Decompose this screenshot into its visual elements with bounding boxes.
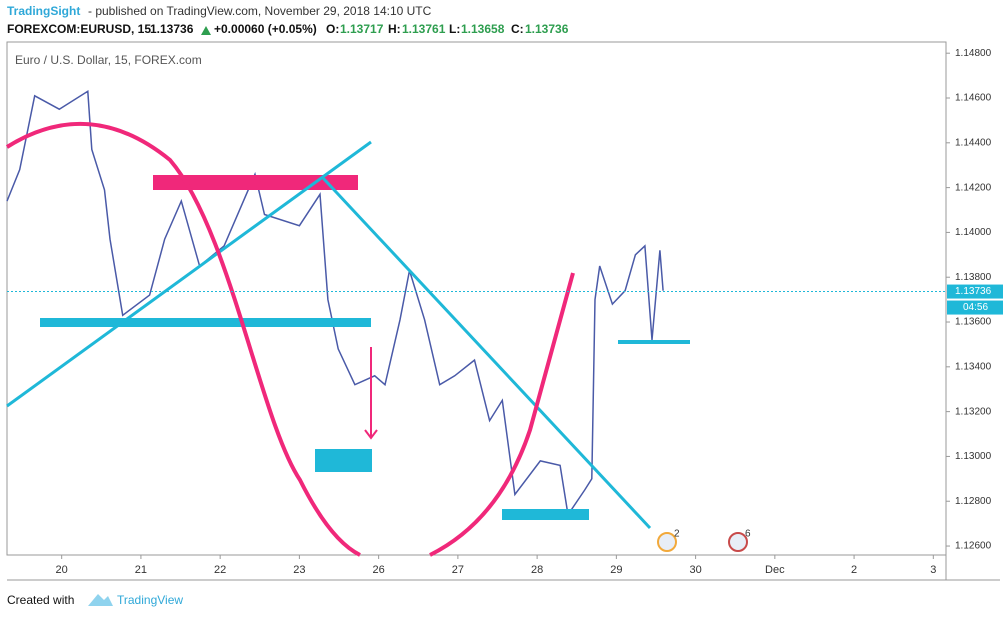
y-tick-label: 1.12600: [955, 541, 992, 552]
ohlc-key: L:: [449, 22, 460, 36]
x-tick-label: 28: [531, 564, 543, 576]
price-line: [6, 89, 664, 517]
published: - published on TradingView.com, November…: [88, 4, 432, 18]
x-tick-label: Dec: [765, 564, 785, 576]
footer-brand[interactable]: TradingView: [117, 593, 183, 607]
up-arrow: [201, 26, 211, 35]
ohlc-value: 1.13717: [340, 22, 384, 36]
support-zone: [502, 509, 589, 520]
x-tick-label: 2: [851, 564, 857, 576]
y-tick-label: 1.13800: [955, 272, 992, 283]
y-tick-label: 1.13600: [955, 317, 992, 328]
last: 1.13736: [150, 22, 194, 36]
x-tick-label: 22: [214, 564, 226, 576]
x-tick-label: 27: [452, 564, 464, 576]
trend-line: [6, 140, 372, 408]
symbol: FOREXCOM:EURUSD, 15: [7, 22, 151, 36]
cycle-curve: [5, 121, 575, 557]
event-badge: [657, 532, 677, 552]
last-price-label: 1.13736: [955, 286, 992, 297]
series-layer: [6, 89, 664, 517]
x-tick-label: 21: [135, 564, 147, 576]
footer-text: Created with: [7, 593, 74, 607]
x-tick-label: 30: [689, 564, 701, 576]
event-badge: [728, 532, 748, 552]
drawings: [5, 121, 690, 557]
x-tick-label: 26: [373, 564, 385, 576]
event-count: 6: [745, 529, 751, 540]
y-tick-label: 1.14000: [955, 227, 992, 238]
ohlc-value: 1.13658: [461, 22, 505, 36]
target-zone: [315, 449, 372, 472]
y-tick-label: 1.13200: [955, 406, 992, 417]
resistance-zone: [153, 175, 358, 190]
last-price-box: [947, 284, 1003, 299]
y-tick-label: 1.14600: [955, 93, 992, 104]
countdown-box: [947, 300, 1003, 315]
x-tick-label: 29: [610, 564, 622, 576]
change: +0.00060 (+0.05%): [214, 22, 317, 36]
chart-title: Euro / U.S. Dollar, 15, FOREX.com: [15, 53, 202, 67]
ohlc-value: 1.13761: [402, 22, 446, 36]
ohlc-key: C:: [511, 22, 524, 36]
ohlc-key: H:: [388, 22, 401, 36]
event-count: 2: [674, 529, 680, 540]
trend-line: [321, 176, 652, 530]
support-zone: [40, 318, 371, 327]
y-tick-label: 1.14400: [955, 137, 992, 148]
arrow-head: [364, 429, 378, 440]
x-tick-label: 23: [293, 564, 305, 576]
author: TradingSight: [7, 4, 80, 18]
x-tick-label: 20: [56, 564, 68, 576]
y-tick-label: 1.14800: [955, 48, 992, 59]
ohlc-value: 1.13736: [525, 22, 569, 36]
y-tick-label: 1.12800: [955, 496, 992, 507]
ohlc-key: O:: [326, 22, 339, 36]
y-tick-label: 1.13000: [955, 451, 992, 462]
logo: [88, 594, 113, 606]
x-tick-label: 3: [930, 564, 936, 576]
y-tick-label: 1.14200: [955, 182, 992, 193]
y-tick-label: 1.13400: [955, 361, 992, 372]
countdown: 04:56: [963, 302, 988, 313]
plot-frame: [6, 41, 947, 556]
